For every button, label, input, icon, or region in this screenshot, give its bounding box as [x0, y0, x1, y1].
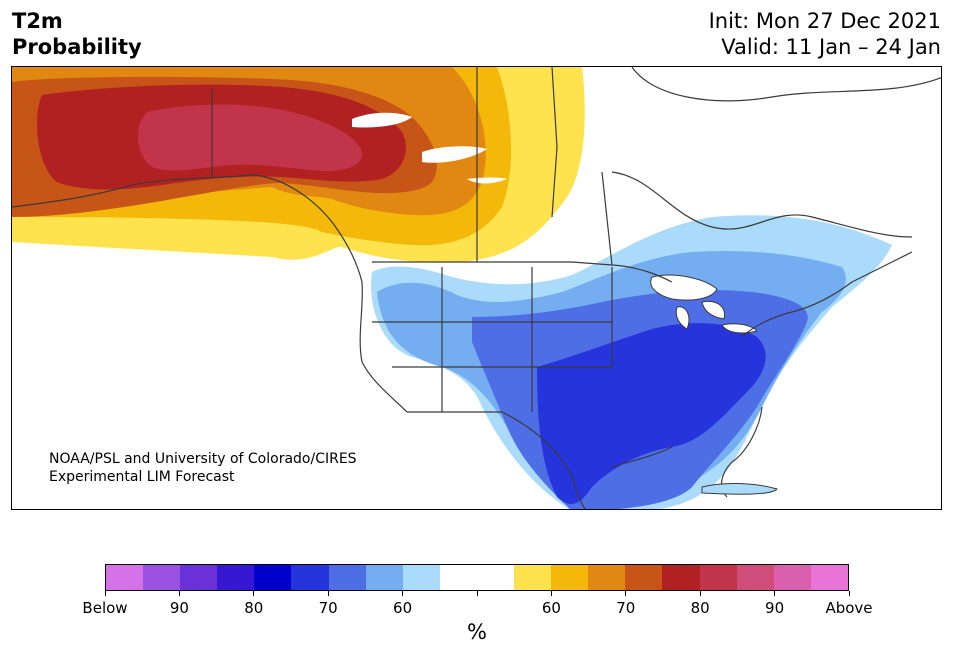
colorbar-segment [365, 565, 403, 590]
colorbar-segment [810, 565, 848, 590]
great-lakes [650, 274, 758, 334]
colorbar-segment [291, 565, 329, 590]
colorbar-segment [180, 565, 218, 590]
valid-range: Valid: 11 Jan – 24 Jan [721, 35, 941, 59]
colorbar-tick-label: 60 [393, 599, 413, 617]
zone-below-75 [537, 323, 766, 504]
colorbar-tick [178, 591, 180, 596]
colorbar-tick-label: 70 [318, 599, 338, 617]
colorbar-segment [439, 565, 477, 590]
colorbar-unit: % [467, 620, 487, 644]
canadian-lakes [352, 112, 507, 184]
zone-above-90 [137, 104, 363, 172]
colorbar-tick [625, 591, 627, 596]
colorbar-segment [217, 565, 255, 590]
colorbar-segment [402, 565, 440, 590]
title-variable: T2m [12, 9, 63, 33]
colorbar-tick [476, 591, 478, 596]
colorbar-segment [551, 565, 589, 590]
colorbar-tick [774, 591, 776, 596]
forecast-dates: Init: Mon 27 Dec 2021 Valid: 11 Jan – 24… [709, 8, 941, 60]
colorbar-segment [514, 565, 552, 590]
chart-title: T2m Probability [12, 8, 142, 60]
colorbar-tick [327, 591, 329, 596]
colorbar-tick [253, 591, 255, 596]
colorbar-tick-label: 60 [541, 599, 561, 617]
colorbar-segment [736, 565, 774, 590]
probability-map [11, 66, 942, 510]
colorbar-tick [699, 591, 701, 596]
colorbar-segment [143, 565, 181, 590]
boundaries [12, 67, 941, 509]
colorbar-segment [662, 565, 700, 590]
colorbar-tick [848, 591, 850, 596]
colorbar [105, 564, 849, 591]
colorbar-segment [699, 565, 737, 590]
colorbar-segment [588, 565, 626, 590]
colorbar-tick-label: 80 [690, 599, 710, 617]
title-quantity: Probability [12, 35, 142, 59]
credit-line1: NOAA/PSL and University of Colorado/CIRE… [49, 451, 357, 467]
credit-line2: Experimental LIM Forecast [49, 469, 235, 485]
init-date: Init: Mon 27 Dec 2021 [708, 9, 941, 33]
colorbar-tick-label: 80 [244, 599, 264, 617]
colorbar-segment [106, 565, 144, 590]
colorbar-segment [476, 565, 515, 590]
credit-text: NOAA/PSL and University of Colorado/CIRE… [49, 450, 357, 486]
colorbar-tick-label: 70 [616, 599, 636, 617]
colorbar-segment [254, 565, 292, 590]
colorbar-tick-label: 90 [765, 599, 785, 617]
map-svg [12, 67, 941, 509]
colorbar-tick-label: 90 [169, 599, 189, 617]
colorbar-tick-label: Below [82, 599, 128, 617]
colorbar-tick [550, 591, 552, 596]
cuba-island [701, 482, 778, 495]
colorbar-tick [402, 591, 404, 596]
colorbar-segment [773, 565, 811, 590]
colorbar-segment [625, 565, 663, 590]
colorbar-tick-label: Above [825, 599, 873, 617]
colorbar-segment [328, 565, 366, 590]
colorbar-tick [104, 591, 106, 596]
